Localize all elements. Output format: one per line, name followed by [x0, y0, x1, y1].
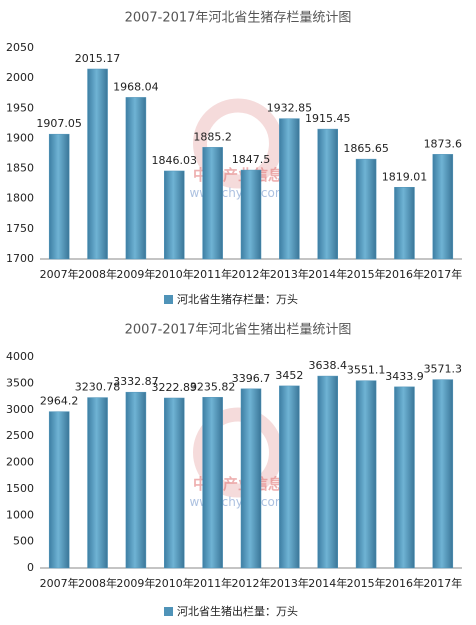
y-tick-label: 4000 [6, 350, 34, 363]
x-tick-label: 2016年 [385, 576, 424, 590]
bar [355, 158, 377, 260]
bar [202, 397, 223, 569]
data-label: 3230.78 [75, 381, 121, 394]
x-tick-label: 2011年 [193, 576, 232, 590]
x-tick-label: 2015年 [347, 576, 386, 590]
data-label: 1907.05 [36, 117, 82, 130]
bar [87, 397, 108, 569]
watermark-logo [193, 407, 283, 498]
bar [317, 128, 338, 260]
data-label: 1846.03 [152, 154, 198, 167]
data-label: 3452 [275, 369, 303, 382]
chart-title: 2007-2017年河北省生猪存栏量统计图 [125, 11, 352, 26]
x-tick-label: 2012年 [232, 267, 271, 281]
bar [240, 388, 262, 569]
x-tick-label: 2014年 [308, 576, 347, 590]
y-tick-label: 1500 [6, 482, 34, 495]
legend-swatch [164, 295, 173, 304]
x-tick-label: 2008年 [78, 267, 117, 281]
bar [394, 187, 415, 260]
x-tick-label: 2014年 [308, 267, 347, 281]
data-label: 1819.01 [382, 170, 428, 183]
x-tick-label: 2016年 [385, 267, 424, 281]
y-tick-label: 1000 [6, 508, 34, 521]
bar [394, 386, 415, 569]
y-tick-label: 1850 [6, 162, 34, 175]
x-tick-label: 2013年 [270, 576, 309, 590]
legend-swatch [164, 607, 173, 616]
y-tick-label: 1700 [6, 252, 34, 265]
x-tick-label: 2010年 [155, 267, 194, 281]
bar [240, 169, 262, 260]
x-tick-label: 2017年 [423, 576, 462, 590]
bar [48, 133, 70, 260]
y-tick-label: 2050 [6, 41, 34, 54]
data-label: 1865.65 [343, 142, 389, 155]
y-tick-label: 2500 [6, 429, 34, 442]
data-label: 3551.1 [347, 364, 386, 377]
legend-label: 河北省生猪出栏量：万头 [177, 604, 298, 618]
y-tick-label: 0 [27, 561, 34, 574]
bar [125, 97, 147, 260]
data-label: 3433.9 [385, 370, 424, 383]
x-tick-label: 2011年 [193, 267, 232, 281]
y-tick-label: 500 [13, 535, 34, 548]
bar [355, 380, 377, 569]
data-label: 3222.89 [152, 381, 198, 394]
bar [317, 375, 338, 569]
data-label: 1915.45 [305, 112, 351, 125]
bar [432, 154, 454, 260]
x-tick-label: 2017年 [423, 267, 462, 281]
data-label: 1885.2 [193, 130, 232, 143]
y-tick-label: 1950 [6, 101, 34, 114]
watermark-logo [193, 98, 283, 189]
bar [202, 147, 223, 260]
x-tick-label: 2007年 [40, 576, 79, 590]
x-tick-label: 2010年 [155, 576, 194, 590]
data-label: 1873.6 [424, 137, 463, 150]
bar [279, 385, 300, 569]
y-tick-label: 2000 [6, 71, 34, 84]
x-tick-label: 2015年 [347, 267, 386, 281]
bar [279, 118, 300, 260]
y-tick-label: 1750 [6, 222, 34, 235]
x-tick-label: 2007年 [40, 267, 79, 281]
y-tick-label: 1800 [6, 192, 34, 205]
y-tick-label: 3000 [6, 403, 34, 416]
bar [432, 379, 454, 569]
x-tick-label: 2008年 [78, 576, 117, 590]
data-label: 3638.4 [308, 359, 347, 372]
data-label: 1847.5 [232, 153, 271, 166]
data-label: 3235.82 [190, 380, 236, 393]
bar [87, 68, 108, 260]
data-label: 2015.17 [75, 52, 121, 65]
bar [48, 411, 70, 569]
data-label: 3571.3 [424, 363, 463, 376]
y-tick-label: 2000 [6, 456, 34, 469]
data-label: 3332.87 [113, 375, 159, 388]
bar [164, 397, 185, 569]
data-label: 2964.2 [40, 395, 79, 408]
legend-label: 河北省生猪存栏量：万头 [177, 292, 298, 306]
chart-title: 2007-2017年河北省生猪出栏量统计图 [125, 323, 352, 338]
x-tick-label: 2012年 [232, 576, 271, 590]
bar [164, 170, 185, 260]
y-tick-label: 1900 [6, 131, 34, 144]
data-label: 3396.7 [232, 372, 271, 385]
data-label: 1968.04 [113, 80, 159, 93]
x-tick-label: 2013年 [270, 267, 309, 281]
y-tick-label: 3500 [6, 376, 34, 389]
data-label: 1932.85 [267, 102, 313, 115]
x-tick-label: 2009年 [116, 267, 155, 281]
bar [125, 391, 147, 569]
x-tick-label: 2009年 [116, 576, 155, 590]
